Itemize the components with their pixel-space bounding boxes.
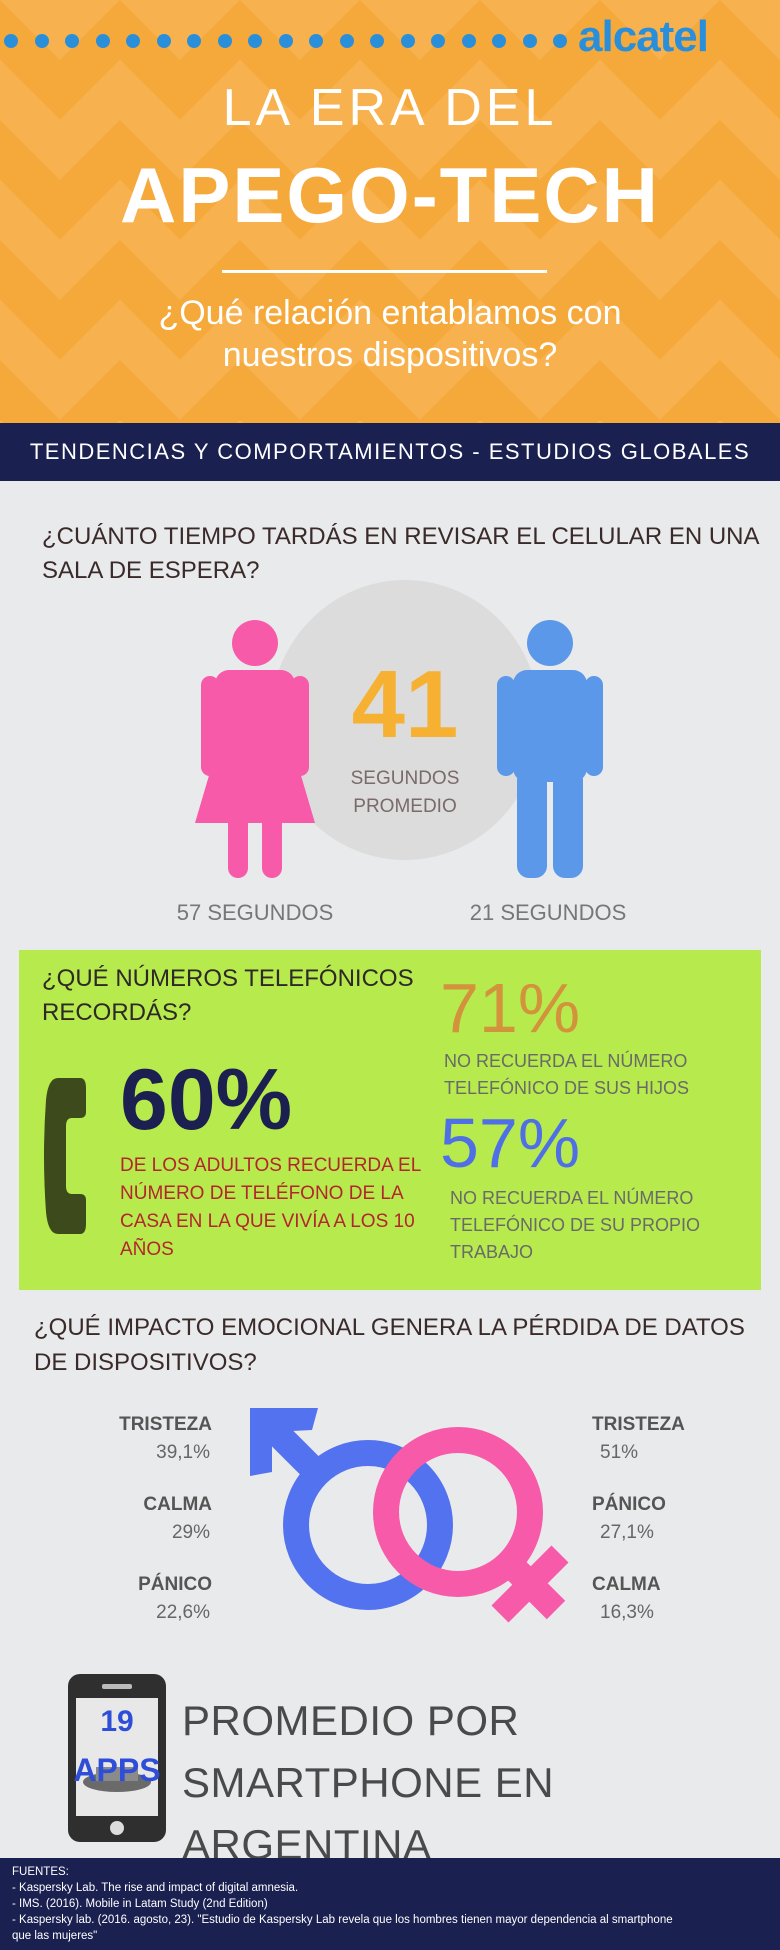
women-emotion-value: 16,3% bbox=[600, 1602, 654, 1623]
average-value: 41 bbox=[351, 651, 459, 758]
woman-icon bbox=[195, 620, 315, 878]
source-item: que las mujeres" bbox=[12, 1930, 98, 1942]
men-emotion-value: 39,1% bbox=[156, 1442, 210, 1463]
stat-work-value: 57% bbox=[440, 1104, 581, 1182]
decorative-dot bbox=[400, 34, 415, 48]
decorative-dot bbox=[492, 34, 506, 48]
main-stat-text: DE LOS ADULTOS RECUERDA EL NÚMERO DE TEL… bbox=[120, 1155, 421, 1260]
telephone-handset-icon bbox=[44, 1078, 86, 1234]
title-line-2: APEGO-TECH bbox=[119, 151, 661, 239]
women-emotion-label: TRISTEZA bbox=[592, 1414, 685, 1435]
women-time: 57 SEGUNDOS bbox=[176, 900, 334, 925]
main-stat-value: 60% bbox=[120, 1052, 293, 1148]
decorative-dot bbox=[156, 34, 171, 48]
decorative-dot bbox=[65, 34, 79, 48]
decorative-dot bbox=[278, 34, 293, 48]
men-emotion-label: CALMA bbox=[143, 1494, 212, 1515]
waiting-room-question: ¿CUÁNTO TIEMPO TARDÁS EN REVISAR EL CELU… bbox=[42, 523, 759, 584]
decorative-dot bbox=[34, 34, 49, 48]
header-banner: alcatel LA ERA DEL APEGO-TECH ¿Qué relac… bbox=[0, 0, 780, 423]
source-item: - Kaspersky lab. (2016. agosto, 23). "Es… bbox=[12, 1914, 673, 1926]
title-divider bbox=[222, 270, 547, 273]
women-emotion-label: PÁNICO bbox=[592, 1494, 666, 1515]
decorative-dot bbox=[187, 34, 201, 48]
decorative-dot bbox=[217, 34, 232, 48]
men-emotion-value: 29% bbox=[171, 1522, 210, 1543]
average-circle bbox=[270, 580, 540, 860]
source-item: - IMS. (2016). Mobile in Latam Study (2n… bbox=[12, 1898, 268, 1910]
alcatel-logo: alcatel bbox=[578, 12, 709, 61]
source-item: - Kaspersky Lab. The rise and impact of … bbox=[12, 1882, 299, 1894]
stat-children-text: NO RECUERDA EL NÚMERO TELEFÓNICO DE SUS … bbox=[444, 1051, 690, 1098]
section-band: TENDENCIAS Y COMPORTAMIENTOS - ESTUDIOS … bbox=[0, 423, 780, 481]
gender-symbols-icon bbox=[250, 1408, 569, 1623]
average-label: SEGUNDOS PROMEDIO bbox=[350, 768, 460, 817]
subtitle: ¿Qué relación entablamos con nuestros di… bbox=[158, 294, 622, 374]
title-line-1: LA ERA DEL bbox=[222, 79, 558, 137]
emotional-impact-question: ¿QUÉ IMPACTO EMOCIONAL GENERA LA PÉRDIDA… bbox=[34, 1314, 745, 1376]
decorative-dot bbox=[309, 34, 323, 48]
women-emotion-value: 27,1% bbox=[600, 1522, 654, 1543]
apps-text: PROMEDIO POR SMARTPHONE EN ARGENTINA bbox=[182, 1697, 555, 1868]
phone-numbers-question: ¿QUÉ NÚMEROS TELEFÓNICOS RECORDÁS? bbox=[42, 965, 414, 1026]
smartphone-icon bbox=[68, 1674, 166, 1842]
man-icon bbox=[497, 620, 603, 878]
women-emotion-value: 51% bbox=[600, 1442, 639, 1463]
decorative-dot bbox=[461, 34, 476, 48]
decorative-dot bbox=[95, 34, 110, 48]
decorative-dot bbox=[522, 34, 537, 48]
apps-unit: APPS bbox=[73, 1752, 161, 1788]
apps-count: 19 bbox=[100, 1705, 134, 1738]
women-emotion-label: CALMA bbox=[592, 1574, 661, 1595]
decorative-dot bbox=[126, 34, 140, 48]
men-time: 21 SEGUNDOS bbox=[469, 900, 627, 925]
stat-children-value: 71% bbox=[440, 969, 581, 1047]
decorative-dot bbox=[370, 34, 384, 48]
sources-footer: FUENTES: - Kaspersky Lab. The rise and i… bbox=[0, 1858, 780, 1950]
decorative-dot bbox=[248, 34, 262, 48]
decorative-dot bbox=[553, 34, 567, 48]
phone-numbers-panel bbox=[19, 950, 761, 1290]
men-emotion-value: 22,6% bbox=[156, 1602, 210, 1623]
men-emotion-label: TRISTEZA bbox=[119, 1414, 212, 1435]
sources-heading: FUENTES: bbox=[12, 1866, 69, 1878]
stat-work-text: NO RECUERDA EL NÚMERO TELEFÓNICO DE SU P… bbox=[450, 1188, 701, 1262]
decorative-dot bbox=[4, 34, 18, 48]
decorative-dot bbox=[339, 34, 354, 48]
decorative-dot bbox=[431, 34, 445, 48]
men-emotion-label: PÁNICO bbox=[138, 1574, 212, 1595]
